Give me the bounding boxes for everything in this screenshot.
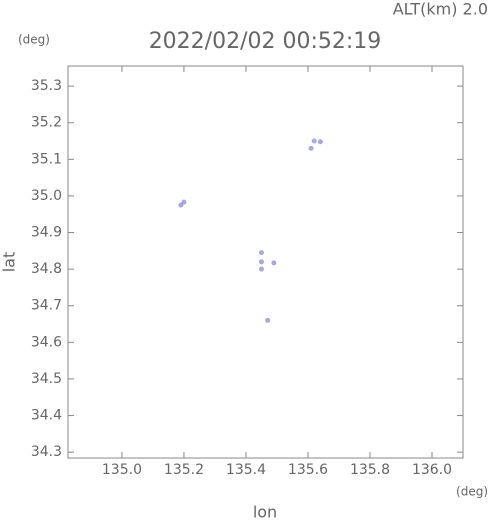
y-tick-label: 35.1 — [31, 151, 62, 167]
y-unit: (deg) — [18, 33, 50, 47]
x-tick-label: 135.8 — [350, 462, 390, 478]
y-tick-label: 34.5 — [31, 371, 62, 387]
chart-title: 2022/02/02 00:52:19 — [149, 29, 382, 54]
x-tick-label: 135.2 — [164, 462, 204, 478]
y-tick-label: 34.4 — [31, 408, 62, 424]
x-tick-label: 135.6 — [288, 462, 328, 478]
x-unit: (deg) — [456, 485, 488, 499]
x-tick-label: 136.0 — [412, 462, 452, 478]
x-tick-label: 135.0 — [102, 462, 142, 478]
plot-frame — [67, 65, 464, 459]
y-tick-label: 34.8 — [31, 261, 62, 277]
echo-point — [258, 259, 264, 265]
y-tick-label: 34.7 — [31, 298, 62, 314]
x-axis-label: lon — [253, 503, 277, 521]
echo-point — [271, 260, 277, 266]
echo-point — [181, 199, 187, 205]
echo-point — [258, 266, 264, 272]
echo-point — [311, 138, 317, 144]
annotation: ALT(km) 2.0 — [393, 0, 488, 19]
y-axis-label: lat — [0, 252, 19, 273]
y-tick-label: 35.0 — [31, 188, 62, 204]
echo-point — [258, 250, 264, 256]
echo-point — [308, 145, 314, 151]
y-tick-label: 34.3 — [31, 444, 62, 460]
y-tick-label: 35.2 — [31, 115, 62, 131]
x-tick-label: 135.4 — [226, 462, 266, 478]
y-tick-label: 34.9 — [31, 225, 62, 241]
y-tick-label: 34.6 — [31, 334, 62, 350]
echo-point — [317, 139, 323, 145]
y-tick-label: 35.3 — [31, 78, 62, 94]
echo-point — [265, 317, 271, 323]
